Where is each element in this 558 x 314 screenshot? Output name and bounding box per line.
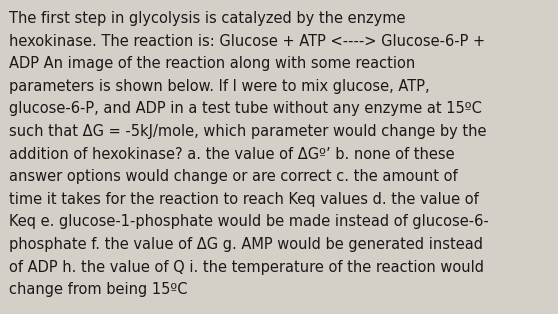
Text: addition of hexokinase? a. the value of ΔGº’ b. none of these: addition of hexokinase? a. the value of … bbox=[9, 147, 455, 162]
Text: parameters is shown below. If I were to mix glucose, ATP,: parameters is shown below. If I were to … bbox=[9, 79, 430, 94]
Text: time it takes for the reaction to reach Keq values d. the value of: time it takes for the reaction to reach … bbox=[9, 192, 479, 207]
Text: answer options would change or are correct c. the amount of: answer options would change or are corre… bbox=[9, 169, 458, 184]
Text: hexokinase. The reaction is: Glucose + ATP <----> Glucose-6-P +: hexokinase. The reaction is: Glucose + A… bbox=[9, 34, 485, 49]
Text: of ADP h. the value of Q i. the temperature of the reaction would: of ADP h. the value of Q i. the temperat… bbox=[9, 260, 484, 275]
Text: change from being 15ºC: change from being 15ºC bbox=[9, 282, 187, 297]
Text: ADP An image of the reaction along with some reaction: ADP An image of the reaction along with … bbox=[9, 56, 415, 71]
Text: such that ΔG = -5kJ/mole, which parameter would change by the: such that ΔG = -5kJ/mole, which paramete… bbox=[9, 124, 487, 139]
Text: Keq e. glucose-1-phosphate would be made instead of glucose-6-: Keq e. glucose-1-phosphate would be made… bbox=[9, 214, 489, 230]
Text: glucose-6-P, and ADP in a test tube without any enzyme at 15ºC: glucose-6-P, and ADP in a test tube with… bbox=[9, 101, 482, 116]
Text: phosphate f. the value of ΔG g. AMP would be generated instead: phosphate f. the value of ΔG g. AMP woul… bbox=[9, 237, 483, 252]
Text: The first step in glycolysis is catalyzed by the enzyme: The first step in glycolysis is catalyze… bbox=[9, 11, 406, 26]
